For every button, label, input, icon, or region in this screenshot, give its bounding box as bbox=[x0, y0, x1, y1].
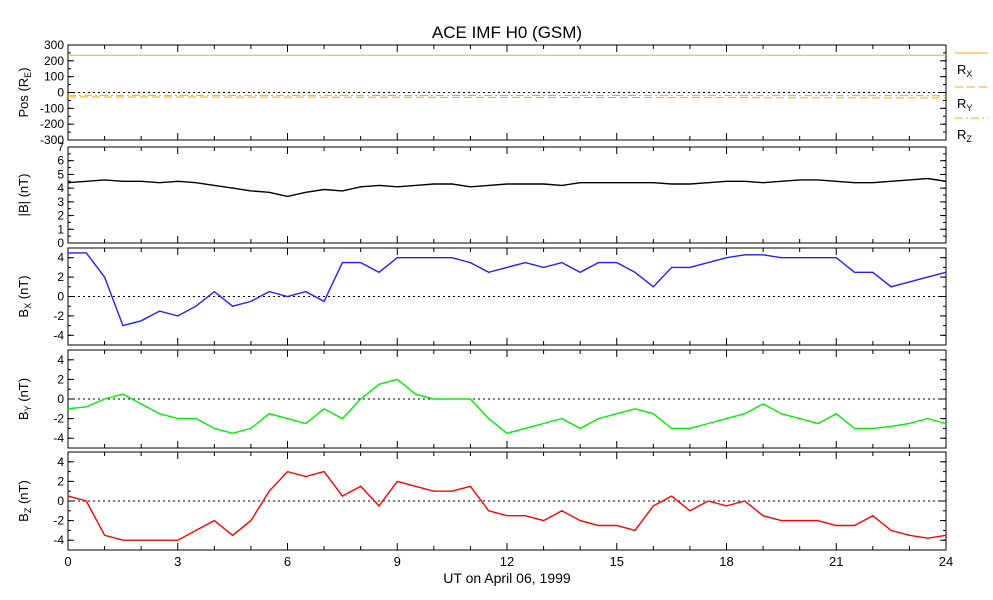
x-tick-label: 15 bbox=[610, 554, 624, 569]
y-tick-label: 0 bbox=[57, 290, 64, 304]
y-axis-label-end: (nT) bbox=[16, 275, 31, 302]
x-tick-label: 3 bbox=[174, 554, 181, 569]
x-tick-label: 18 bbox=[719, 554, 733, 569]
y-axis-label-sub: E bbox=[23, 72, 33, 78]
y-axis-label-end: (nT) bbox=[16, 480, 31, 507]
y-axis-label-end: ) bbox=[16, 67, 31, 71]
y-axis-label: Pos (RE) bbox=[16, 67, 33, 117]
y-axis-label: BX (nT) bbox=[16, 275, 33, 317]
y-tick-label: 2 bbox=[57, 474, 64, 488]
y-tick-label: 4 bbox=[57, 455, 64, 469]
y-tick-label: 4 bbox=[57, 251, 64, 265]
y-tick-label: 200 bbox=[44, 54, 64, 68]
x-tick-label: 24 bbox=[939, 554, 953, 569]
y-tick-label: 0 bbox=[57, 392, 64, 406]
y-tick-label: 2 bbox=[57, 209, 64, 223]
x-axis-label: UT on April 06, 1999 bbox=[443, 570, 571, 586]
legend-label-sub: Y bbox=[966, 103, 972, 113]
y-axis-label-main: B bbox=[16, 309, 31, 318]
y-axis-label-sub: X bbox=[23, 303, 33, 309]
chart-title: ACE IMF H0 (GSM) bbox=[432, 23, 582, 42]
y-tick-label: 2 bbox=[57, 372, 64, 386]
y-tick-label: 300 bbox=[44, 38, 64, 52]
series-line-by bbox=[67, 378, 947, 435]
panel-frame bbox=[67, 146, 947, 244]
y-axis-label-main: Pos (R bbox=[16, 78, 31, 118]
y-tick-label: 4 bbox=[57, 181, 64, 195]
y-tick-label: -2 bbox=[53, 309, 64, 323]
y-tick-label: -100 bbox=[40, 101, 64, 115]
series-line-b bbox=[67, 177, 947, 198]
y-axis-label-main: B bbox=[16, 513, 31, 522]
series-line-ry bbox=[67, 96, 947, 99]
x-tick-label: 21 bbox=[829, 554, 843, 569]
panel-by: -4 -2 0 2 4 BY (nT) bbox=[16, 349, 947, 449]
y-axis-label: BZ (nT) bbox=[16, 480, 33, 522]
y-tick-label: 0 bbox=[57, 494, 64, 508]
y-tick-label: 0 bbox=[57, 236, 64, 250]
y-axis-label-main: B bbox=[16, 411, 31, 420]
y-tick-label: 0 bbox=[57, 86, 64, 100]
y-tick-label: 7 bbox=[57, 140, 64, 154]
y-axis-label-sub: Y bbox=[23, 405, 33, 411]
legend-label-sub: Z bbox=[966, 134, 972, 144]
y-tick-label: -300 bbox=[40, 133, 64, 147]
x-tick-label: 6 bbox=[284, 554, 291, 569]
legend-label: RX bbox=[957, 62, 972, 79]
y-tick-label: -4 bbox=[53, 431, 64, 445]
legend-label-sub: X bbox=[966, 69, 972, 79]
y-tick-label: 6 bbox=[57, 154, 64, 168]
y-tick-label: 2 bbox=[57, 270, 64, 284]
y-axis-label-sub: Z bbox=[23, 507, 33, 513]
series-line-bx bbox=[68, 252, 947, 327]
y-tick-label: -4 bbox=[53, 328, 64, 342]
y-tick-label: -2 bbox=[53, 412, 64, 426]
y-axis-label: BY (nT) bbox=[16, 378, 33, 420]
legend-label-main: R bbox=[957, 127, 966, 142]
legend-label-main: R bbox=[957, 96, 966, 111]
y-tick-label: 5 bbox=[57, 167, 64, 181]
y-tick-label: 3 bbox=[57, 195, 64, 209]
y-axis-label: |B| (nT) bbox=[16, 174, 31, 217]
x-tick-label: 9 bbox=[394, 554, 401, 569]
x-tick-label: 12 bbox=[500, 554, 514, 569]
series-line-bz bbox=[67, 470, 947, 541]
y-tick-label: -4 bbox=[53, 533, 64, 547]
y-tick-label: -2 bbox=[53, 514, 64, 528]
y-tick-label: 1 bbox=[57, 222, 64, 236]
y-axis-label-main: |B| (nT) bbox=[16, 174, 31, 217]
x-tick-label: 0 bbox=[64, 554, 71, 569]
y-tick-label: 4 bbox=[57, 353, 64, 367]
y-tick-label: 100 bbox=[44, 70, 64, 84]
panel-bx: -4 -2 0 2 4 BX (nT) bbox=[16, 247, 947, 346]
y-tick-label: -200 bbox=[40, 117, 64, 131]
legend-label: RZ bbox=[957, 127, 972, 144]
legend-label-main: R bbox=[957, 62, 966, 77]
legend-label: RY bbox=[957, 96, 972, 113]
y-axis-label-end: (nT) bbox=[16, 378, 31, 405]
